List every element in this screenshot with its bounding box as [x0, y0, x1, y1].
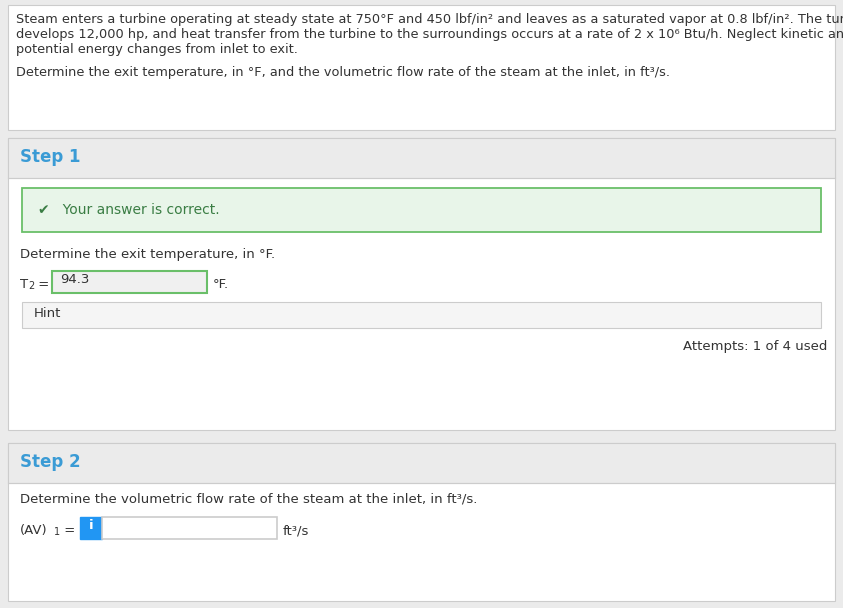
Text: °F.: °F. — [213, 278, 229, 291]
Bar — [22, 302, 821, 328]
Text: Determine the volumetric flow rate of the steam at the inlet, in ft³/s.: Determine the volumetric flow rate of th… — [20, 492, 477, 505]
Text: ft³/s: ft³/s — [283, 524, 309, 537]
Text: potential energy changes from inlet to exit.: potential energy changes from inlet to e… — [16, 43, 298, 56]
Bar — [8, 138, 835, 178]
Bar — [8, 443, 835, 601]
Text: Step 2: Step 2 — [20, 453, 81, 471]
Bar — [80, 517, 102, 539]
Text: 94.3: 94.3 — [60, 273, 89, 286]
Bar — [52, 271, 207, 293]
Text: 2: 2 — [28, 281, 35, 291]
Text: ✔   Your answer is correct.: ✔ Your answer is correct. — [38, 203, 220, 217]
Bar — [8, 138, 835, 430]
Text: (AV): (AV) — [20, 524, 47, 537]
Text: Step 1: Step 1 — [20, 148, 80, 166]
Text: 1: 1 — [54, 527, 60, 537]
Text: Attempts: 1 of 4 used: Attempts: 1 of 4 used — [683, 340, 827, 353]
Text: develops 12,000 hp, and heat transfer from the turbine to the surroundings occur: develops 12,000 hp, and heat transfer fr… — [16, 28, 843, 41]
Text: =: = — [34, 278, 49, 291]
Text: Determine the exit temperature, in °F, and the volumetric flow rate of the steam: Determine the exit temperature, in °F, a… — [16, 66, 670, 79]
Text: =: = — [60, 524, 75, 537]
Text: T: T — [20, 278, 28, 291]
Bar — [8, 5, 835, 130]
Bar — [8, 443, 835, 483]
Text: i: i — [89, 519, 94, 532]
Bar — [102, 517, 277, 539]
Text: Determine the exit temperature, in °F.: Determine the exit temperature, in °F. — [20, 248, 275, 261]
Bar — [22, 188, 821, 232]
Text: Hint: Hint — [34, 307, 62, 320]
Text: Steam enters a turbine operating at steady state at 750°F and 450 lbf/in² and le: Steam enters a turbine operating at stea… — [16, 13, 843, 26]
